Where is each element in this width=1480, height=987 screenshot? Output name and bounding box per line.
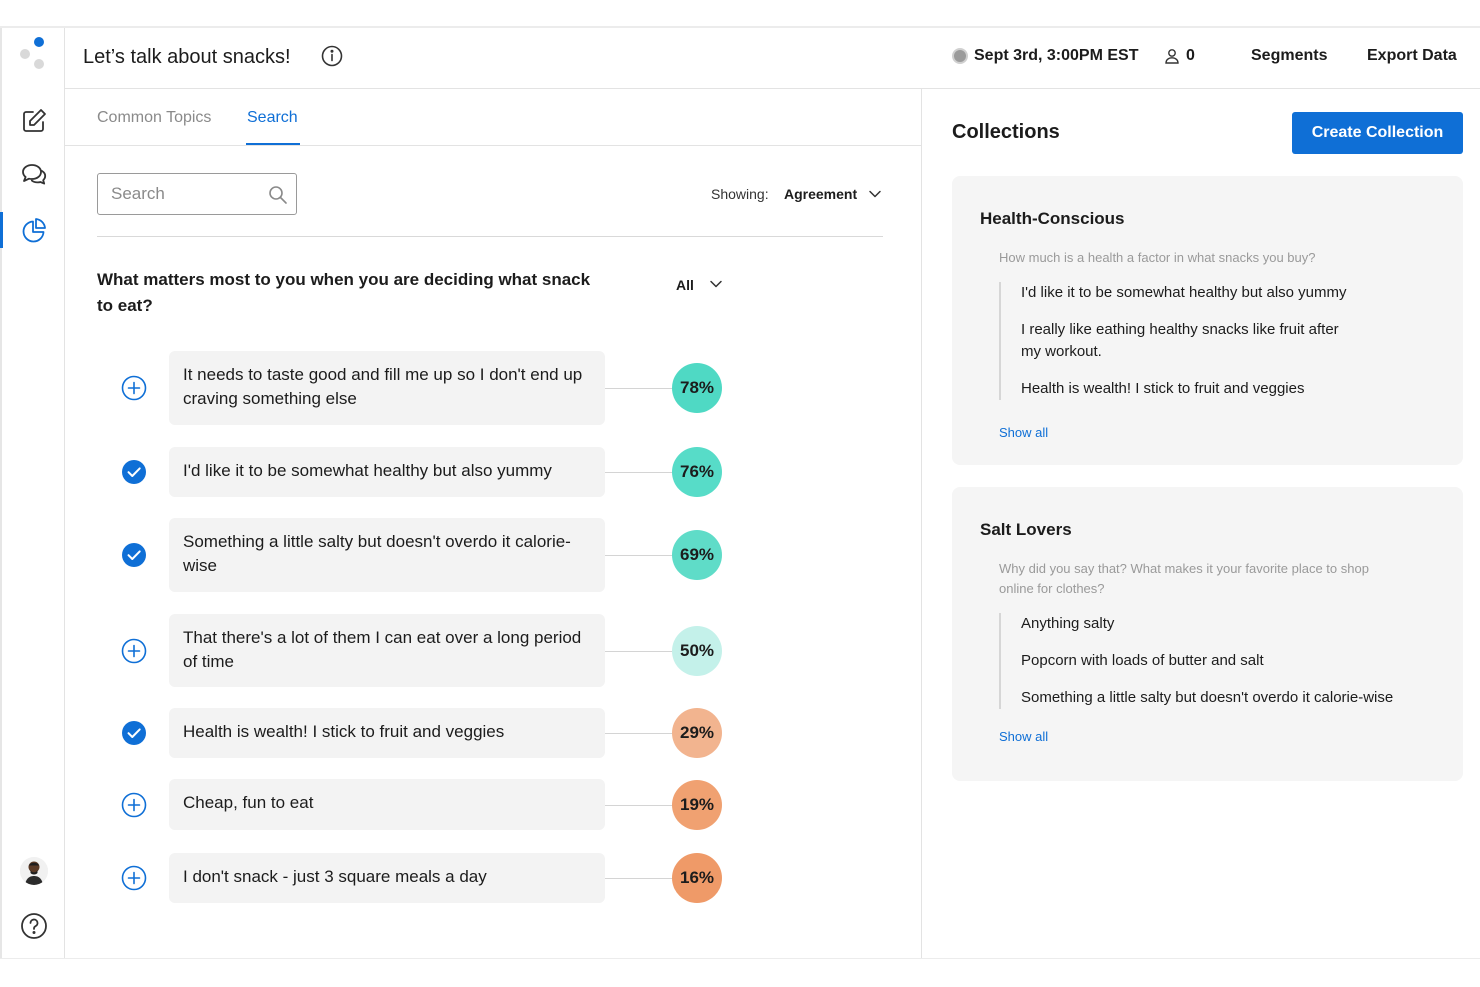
collection-quotes: I'd like it to be somewhat healthy but a… — [999, 282, 1441, 400]
avatar[interactable] — [20, 857, 48, 885]
response-text[interactable]: Cheap, fun to eat — [169, 779, 605, 830]
page-title: Let’s talk about snacks! — [83, 46, 291, 68]
added-check-icon[interactable] — [121, 459, 147, 485]
show-all-link[interactable]: Show all — [999, 425, 1049, 440]
tab-bar: Common Topics Search — [65, 89, 922, 146]
connector-line — [605, 472, 675, 473]
session-status-dot — [952, 48, 968, 64]
response-row: I'd like it to be somewhat healthy but a… — [65, 447, 922, 497]
chevron-down-icon[interactable] — [868, 187, 882, 201]
added-check-icon[interactable] — [121, 542, 147, 568]
export-data-button[interactable]: Export Data — [1367, 47, 1457, 64]
connector-line — [605, 878, 675, 879]
person-icon — [1163, 47, 1181, 65]
main-panel: Common Topics Search Showing: Agreement … — [65, 89, 922, 959]
collection-quote: Something a little salty but doesn't ove… — [1021, 689, 1394, 706]
response-text[interactable]: That there's a lot of them I can eat ove… — [169, 614, 605, 687]
agreement-percent-badge: 78% — [672, 363, 722, 413]
add-to-collection-icon[interactable] — [121, 792, 147, 818]
showing-dropdown[interactable]: Agreement — [784, 186, 858, 202]
response-text[interactable]: I don't snack - just 3 square meals a da… — [169, 853, 605, 903]
active-tab-indicator — [246, 143, 300, 145]
collection-card: Salt Lovers Why did you say that? What m… — [952, 487, 1463, 781]
participants-count: 0 — [1186, 47, 1195, 64]
collection-question: Why did you say that? What makes it your… — [999, 561, 1369, 596]
agreement-percent-badge: 19% — [672, 780, 722, 830]
search-icon[interactable] — [268, 185, 288, 205]
add-to-collection-icon[interactable] — [121, 638, 147, 664]
collection-quote: Anything salty — [1021, 615, 1115, 632]
search-input[interactable] — [111, 183, 261, 205]
window-bottom-border — [0, 958, 1480, 959]
create-collection-button[interactable]: Create Collection — [1292, 112, 1463, 154]
active-nav-indicator — [0, 212, 3, 248]
question-title: What matters most to you when you are de… — [97, 270, 591, 315]
window-top-border — [0, 26, 1480, 28]
connector-line — [605, 555, 675, 556]
show-all-link[interactable]: Show all — [999, 729, 1049, 744]
collection-quote: Health is wealth! I stick to fruit and v… — [1021, 380, 1305, 397]
connector-line — [605, 805, 675, 806]
collection-question: How much is a health a factor in what sn… — [999, 250, 1316, 265]
agreement-percent-badge: 16% — [672, 853, 722, 903]
tab-common-topics[interactable]: Common Topics — [97, 109, 212, 126]
segments-button[interactable]: Segments — [1251, 47, 1328, 64]
connector-line — [605, 388, 675, 389]
response-row: That there's a lot of them I can eat ove… — [65, 614, 922, 687]
session-date: Sept 3rd, 3:00PM EST — [974, 47, 1139, 64]
divider — [97, 236, 883, 237]
response-row: It needs to taste good and fill me up so… — [65, 351, 922, 425]
collections-title: Collections — [952, 121, 1060, 143]
agreement-percent-badge: 50% — [672, 626, 722, 676]
search-field[interactable] — [97, 173, 297, 215]
connector-line — [605, 733, 675, 734]
response-row: Something a little salty but doesn't ove… — [65, 518, 922, 592]
add-to-collection-icon[interactable] — [121, 375, 147, 401]
response-text[interactable]: It needs to taste good and fill me up so… — [169, 351, 605, 425]
collection-card: Health-Conscious How much is a health a … — [952, 176, 1463, 465]
collection-name: Salt Lovers — [980, 520, 1072, 539]
edit-icon[interactable] — [19, 106, 49, 136]
showing-label: Showing: — [711, 186, 769, 202]
agreement-percent-badge: 76% — [672, 447, 722, 497]
added-check-icon[interactable] — [121, 720, 147, 746]
connector-line — [605, 651, 675, 652]
collection-quote: I'd like it to be somewhat healthy but a… — [1021, 284, 1347, 301]
help-icon[interactable] — [19, 911, 49, 941]
collection-name: Health-Conscious — [980, 209, 1125, 228]
left-nav-rail — [0, 28, 65, 959]
add-to-collection-icon[interactable] — [121, 865, 147, 891]
response-text[interactable]: I'd like it to be somewhat healthy but a… — [169, 447, 605, 497]
collection-quote: I really like eathing healthy snacks lik… — [1021, 321, 1339, 360]
app-logo[interactable] — [20, 37, 50, 71]
response-text[interactable]: Health is wealth! I stick to fruit and v… — [169, 708, 605, 758]
collection-quotes: Anything salty Popcorn with loads of but… — [999, 613, 1441, 709]
agreement-percent-badge: 69% — [672, 530, 722, 580]
chevron-down-icon[interactable] — [709, 277, 723, 291]
pie-chart-icon[interactable] — [19, 215, 49, 245]
info-icon[interactable] — [321, 45, 343, 67]
agreement-percent-badge: 29% — [672, 708, 722, 758]
response-text[interactable]: Something a little salty but doesn't ove… — [169, 518, 605, 592]
collection-quote: Popcorn with loads of butter and salt — [1021, 652, 1264, 669]
response-filter-dropdown[interactable]: All — [676, 277, 694, 293]
response-row: Cheap, fun to eat 19% — [65, 779, 922, 830]
top-header: Let’s talk about snacks! Sept 3rd, 3:00P… — [65, 28, 1480, 89]
response-row: I don't snack - just 3 square meals a da… — [65, 853, 922, 903]
tab-search[interactable]: Search — [247, 109, 298, 126]
chat-bubbles-icon[interactable] — [19, 160, 49, 190]
response-row: Health is wealth! I stick to fruit and v… — [65, 708, 922, 758]
